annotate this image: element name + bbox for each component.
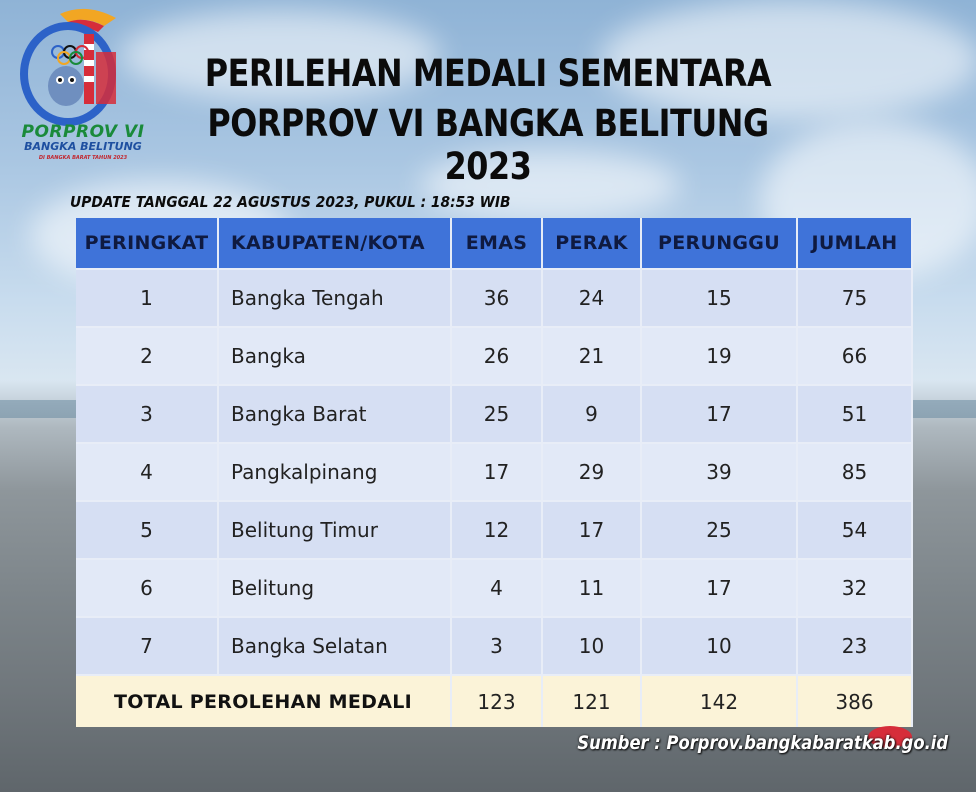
col-header-peringkat: PERINGKAT <box>76 218 219 269</box>
gold-cell: 12 <box>451 500 543 559</box>
page-title-line2: PORPROV VI BANGKA BELITUNG 2023 <box>207 102 769 188</box>
col-header-emas: EMAS <box>451 218 543 269</box>
region-cell: Bangka Tengah <box>218 268 452 327</box>
gold-cell: 36 <box>451 268 543 327</box>
total-cell: 32 <box>797 558 913 617</box>
gold-cell: 17 <box>451 442 543 501</box>
bronze-cell: 39 <box>641 442 798 501</box>
total-row: TOTAL PEROLEHAN MEDALI 123 121 142 386 <box>76 674 913 727</box>
region-cell: Bangka Selatan <box>218 616 452 675</box>
table-row: 2 Bangka 26 21 19 66 <box>76 326 913 385</box>
region-cell: Bangka Barat <box>218 384 452 443</box>
rank-cell: 4 <box>76 442 219 501</box>
table-row: 4 Pangkalpinang 17 29 39 85 <box>76 442 913 501</box>
silver-cell: 29 <box>542 442 642 501</box>
total-gold: 123 <box>451 674 543 727</box>
table-row: 6 Belitung 4 11 17 32 <box>76 558 913 617</box>
region-cell: Belitung Timur <box>218 500 452 559</box>
total-cell: 66 <box>797 326 913 385</box>
total-cell: 51 <box>797 384 913 443</box>
silver-cell: 10 <box>542 616 642 675</box>
table-row: 3 Bangka Barat 25 9 17 51 <box>76 384 913 443</box>
silver-cell: 17 <box>542 500 642 559</box>
gold-cell: 4 <box>451 558 543 617</box>
region-cell: Pangkalpinang <box>218 442 452 501</box>
total-cell: 54 <box>797 500 913 559</box>
total-cell: 85 <box>797 442 913 501</box>
total-cell: 75 <box>797 268 913 327</box>
logo-caption: DI BANGKA BARAT TAHUN 2023 <box>38 155 128 161</box>
region-cell: Bangka <box>218 326 452 385</box>
cloud-decoration <box>120 10 440 100</box>
bronze-cell: 19 <box>641 326 798 385</box>
rank-cell: 6 <box>76 558 219 617</box>
col-header-perunggu: PERUNGGU <box>641 218 798 269</box>
bronze-cell: 17 <box>641 384 798 443</box>
total-cell: 23 <box>797 616 913 675</box>
rank-cell: 7 <box>76 616 219 675</box>
rank-cell: 1 <box>76 268 219 327</box>
gold-cell: 26 <box>451 326 543 385</box>
total-bronze: 142 <box>641 674 798 727</box>
rank-cell: 3 <box>76 384 219 443</box>
page-title-line1: PERILEHAN MEDALI SEMENTARA <box>204 52 772 95</box>
table-row: 5 Belitung Timur 12 17 25 54 <box>76 500 913 559</box>
bronze-cell: 15 <box>641 268 798 327</box>
rank-cell: 5 <box>76 500 219 559</box>
cloud-decoration <box>420 150 680 220</box>
gold-cell: 25 <box>451 384 543 443</box>
rank-cell: 2 <box>76 326 219 385</box>
col-header-perak: PERAK <box>542 218 642 269</box>
table-row: 1 Bangka Tengah 36 24 15 75 <box>76 268 913 327</box>
total-silver: 121 <box>542 674 642 727</box>
logo-title: PORPROV VI <box>21 122 145 142</box>
col-header-kabupaten: KABUPATEN/KOTA <box>218 218 452 269</box>
red-badge-decoration <box>868 726 912 748</box>
gold-cell: 3 <box>451 616 543 675</box>
mascot-icon <box>20 8 116 126</box>
silver-cell: 11 <box>542 558 642 617</box>
medal-table: PERINGKAT KABUPATEN/KOTA EMAS PERAK PERU… <box>76 218 913 727</box>
col-header-jumlah: JUMLAH <box>797 218 913 269</box>
silver-cell: 24 <box>542 268 642 327</box>
silver-cell: 21 <box>542 326 642 385</box>
bronze-cell: 25 <box>641 500 798 559</box>
total-label: TOTAL PEROLEHAN MEDALI <box>76 674 452 727</box>
total-all: 386 <box>797 674 913 727</box>
silver-cell: 9 <box>542 384 642 443</box>
table-header-row: PERINGKAT KABUPATEN/KOTA EMAS PERAK PERU… <box>76 218 913 269</box>
source-credit: Sumber : Porprov.bangkabaratkab.go.id <box>577 732 948 754</box>
region-cell: Belitung <box>218 558 452 617</box>
cloud-decoration <box>600 0 976 120</box>
table-row: 7 Bangka Selatan 3 10 10 23 <box>76 616 913 675</box>
update-timestamp: UPDATE TANGGAL 22 AGUSTUS 2023, PUKUL : … <box>70 193 511 211</box>
logo-subtitle: BANGKA BELITUNG <box>24 140 142 153</box>
porprov-logo: PORPROV VI BANGKA BELITUNG DI BANGKA BAR… <box>8 4 148 169</box>
bronze-cell: 10 <box>641 616 798 675</box>
bronze-cell: 17 <box>641 558 798 617</box>
